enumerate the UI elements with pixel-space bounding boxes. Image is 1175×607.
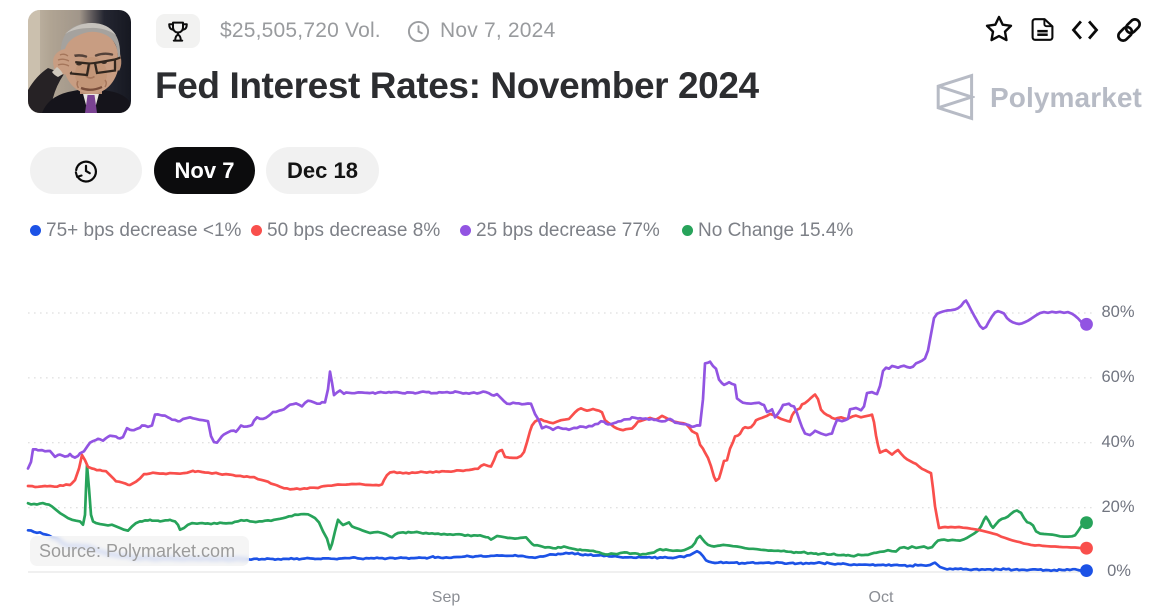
svg-text:20%: 20% xyxy=(1101,498,1134,516)
svg-text:80%: 80% xyxy=(1101,303,1134,321)
svg-text:60%: 60% xyxy=(1101,368,1134,386)
svg-text:0%: 0% xyxy=(1107,562,1131,580)
svg-text:40%: 40% xyxy=(1101,433,1134,451)
svg-text:Sep: Sep xyxy=(432,589,461,606)
svg-text:Oct: Oct xyxy=(869,589,894,606)
